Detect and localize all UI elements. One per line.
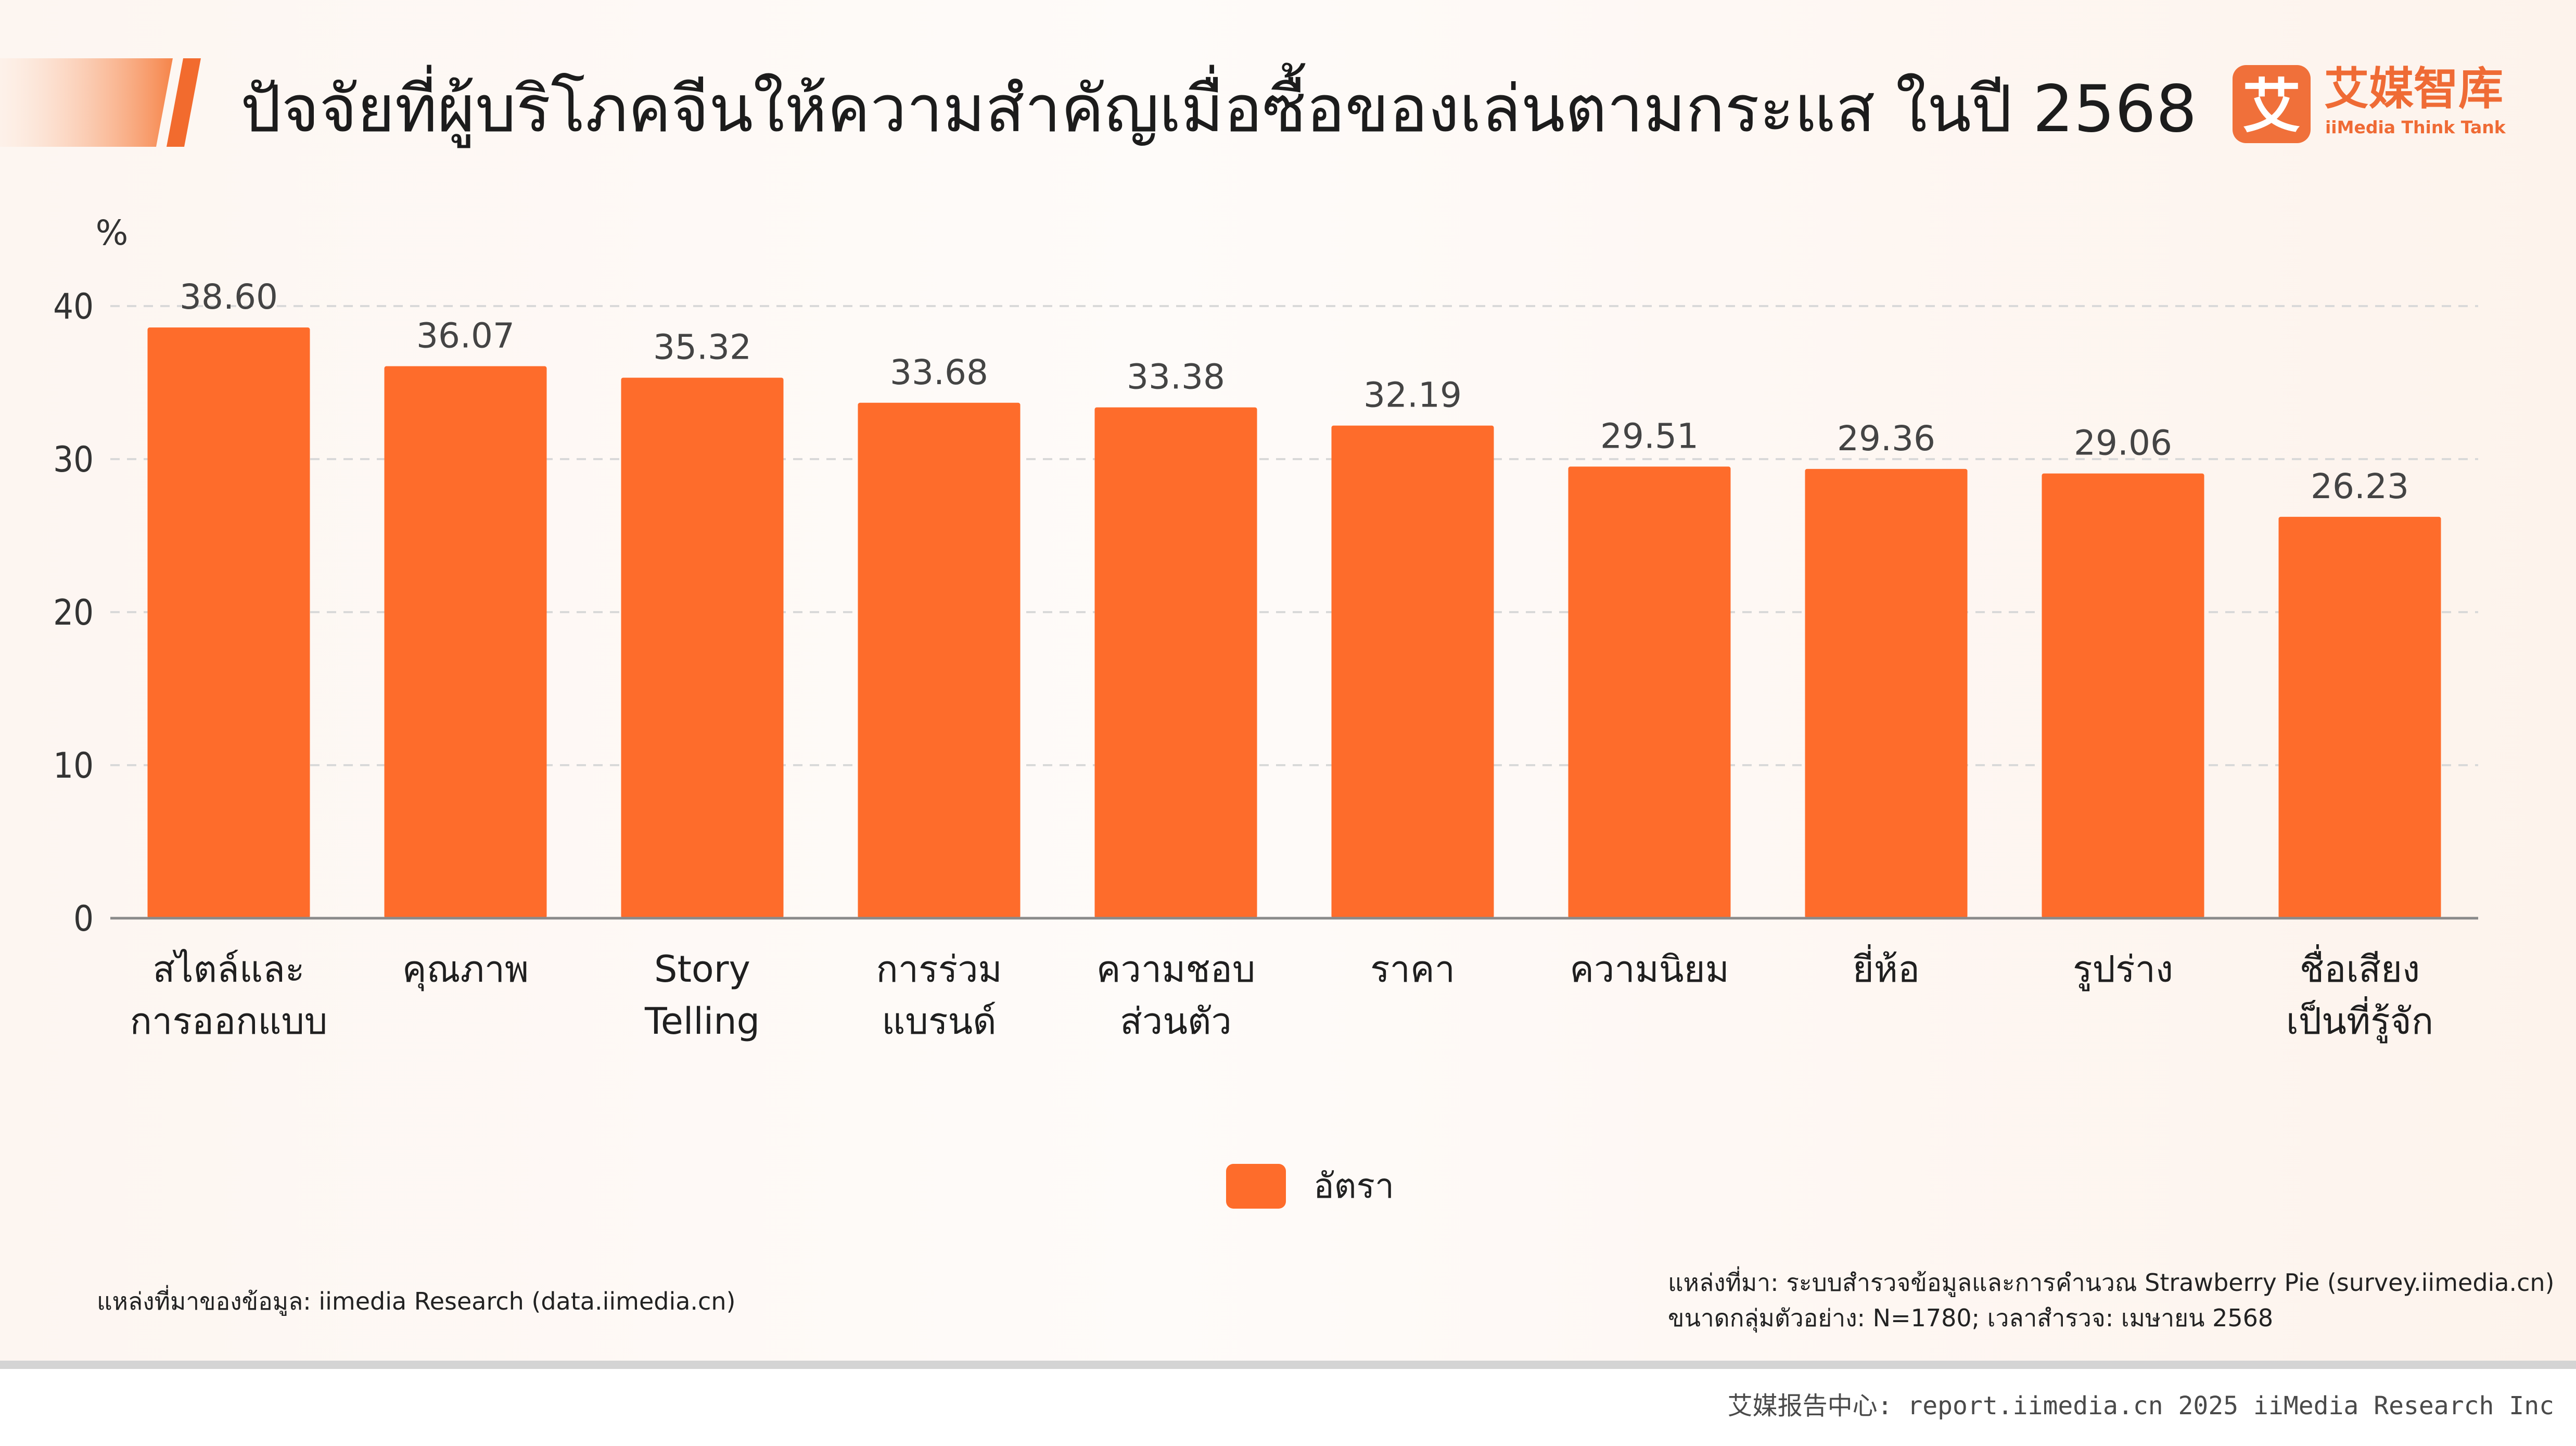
x-tick-label: คุณภาพ bbox=[402, 948, 529, 992]
legend-label: อัตรา bbox=[1313, 1166, 1395, 1206]
survey-source-note: แหล่งที่มา: ระบบสำรวจข้อมูลและการคำนวณ S… bbox=[1668, 1265, 2555, 1336]
y-axis-unit: % bbox=[96, 213, 129, 253]
brand-subtitle: iiMedia Think Tank bbox=[2325, 117, 2506, 137]
bar bbox=[1805, 468, 1968, 918]
page-title: ปัจจัยที่ผู้บริโภคจีนให้ความสำคัญเมื่อซื… bbox=[240, 72, 2197, 147]
data-source-note: แหล่งที่มาของข้อมูล: iimedia Research (d… bbox=[97, 1287, 736, 1315]
bar-value-label: 33.68 bbox=[890, 352, 988, 392]
bar bbox=[1568, 466, 1731, 918]
bar-value-label: 36.07 bbox=[416, 316, 515, 356]
x-tick-label: การออกแบบ bbox=[130, 1000, 328, 1043]
bar-value-label: 33.38 bbox=[1127, 357, 1225, 397]
x-tick-label: Story bbox=[654, 948, 750, 991]
bar-value-label: 29.06 bbox=[2074, 423, 2172, 463]
logo-glyph-icon: 艾 bbox=[2242, 73, 2301, 141]
x-tick-label: ส่วนตัว bbox=[1120, 1000, 1232, 1043]
survey-source-line: แหล่งที่มา: ระบบสำรวจข้อมูลและการคำนวณ S… bbox=[1668, 1269, 2555, 1297]
bar bbox=[2042, 473, 2204, 918]
y-tick-label: 30 bbox=[53, 439, 94, 480]
x-tick-label: แบรนด์ bbox=[882, 1000, 996, 1043]
bar-value-label: 29.51 bbox=[1600, 416, 1699, 456]
x-tick-label: เป็นที่รู้จัก bbox=[2286, 996, 2433, 1044]
sample-size-line: ขนาดกลุ่มตัวอย่าง: N=1780; เวลาสำรวจ: เม… bbox=[1668, 1304, 2274, 1332]
y-tick-label: 20 bbox=[53, 592, 94, 633]
bar bbox=[621, 377, 784, 918]
brand-logo: 艾 艾媒智库 iiMedia Think Tank bbox=[2233, 60, 2506, 148]
bar-value-label: 35.32 bbox=[653, 327, 751, 367]
bar bbox=[2278, 516, 2441, 918]
bar bbox=[147, 327, 310, 918]
x-tick-label: Telling bbox=[644, 1000, 760, 1043]
bar bbox=[858, 402, 1021, 918]
legend-swatch bbox=[1226, 1164, 1286, 1209]
x-tick-label: ชื่อเสียง bbox=[2300, 944, 2420, 991]
brand-name: 艾媒智库 bbox=[2324, 63, 2503, 115]
footer-divider bbox=[0, 1361, 2576, 1369]
bar bbox=[384, 366, 547, 918]
x-tick-label: ยี่ห้อ bbox=[1853, 944, 1920, 991]
logo-mark: 艾 bbox=[2233, 65, 2311, 143]
x-tick-label: สไตล์และ bbox=[153, 948, 305, 991]
bar-value-label: 38.60 bbox=[180, 277, 278, 317]
x-tick-label: ความนิยม bbox=[1570, 948, 1729, 991]
logo-mark-text: 艾 bbox=[2242, 73, 2301, 141]
x-tick-label: ราคา bbox=[1370, 948, 1455, 991]
title-accent-stripe bbox=[0, 58, 201, 147]
bar-value-label: 29.36 bbox=[1837, 418, 1935, 459]
x-tick-label: รูปร่าง bbox=[2073, 948, 2173, 992]
bar-value-label: 32.19 bbox=[1363, 375, 1462, 415]
x-tick-label: การร่วม bbox=[876, 948, 1002, 991]
bar bbox=[1331, 425, 1494, 918]
footer-bar bbox=[0, 1369, 2576, 1446]
y-tick-label: 0 bbox=[73, 898, 94, 940]
bar-value-label: 26.23 bbox=[2311, 466, 2409, 506]
footer-credit: 艾媒报告中心: report.iimedia.cn 2025 iiMedia R… bbox=[1727, 1391, 2554, 1420]
y-tick-label: 10 bbox=[53, 745, 94, 787]
bar bbox=[1094, 407, 1257, 918]
y-tick-label: 40 bbox=[53, 286, 94, 327]
x-tick-label: ความชอบ bbox=[1096, 948, 1256, 991]
